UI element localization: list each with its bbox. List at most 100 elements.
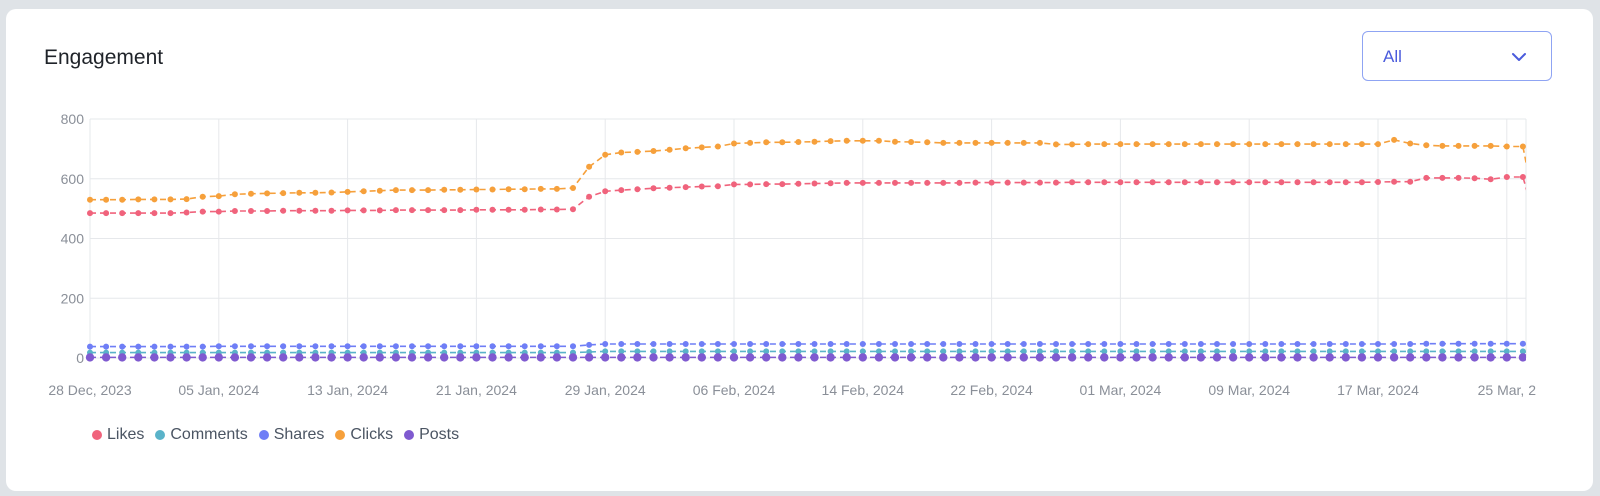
data-point-posts[interactable] bbox=[85, 353, 95, 362]
legend-item-shares[interactable]: Shares bbox=[258, 426, 324, 444]
data-point-comments[interactable] bbox=[1487, 348, 1494, 355]
data-point-shares[interactable] bbox=[1536, 345, 1542, 351]
data-point-shares[interactable] bbox=[505, 343, 512, 350]
data-point-clicks[interactable] bbox=[1117, 141, 1124, 148]
data-point-shares[interactable] bbox=[360, 343, 367, 350]
data-point-likes[interactable] bbox=[714, 183, 721, 190]
data-point-shares[interactable] bbox=[296, 343, 303, 350]
data-point-posts[interactable] bbox=[295, 353, 304, 362]
data-point-posts[interactable] bbox=[1212, 353, 1222, 362]
data-point-shares[interactable] bbox=[521, 343, 528, 350]
data-point-clicks[interactable] bbox=[570, 185, 576, 191]
data-point-posts[interactable] bbox=[118, 353, 127, 362]
data-point-clicks[interactable] bbox=[1584, 355, 1590, 361]
data-point-clicks[interactable] bbox=[698, 144, 705, 151]
data-point-comments[interactable] bbox=[602, 348, 609, 355]
data-point-shares[interactable] bbox=[892, 341, 898, 347]
data-point-shares[interactable] bbox=[843, 341, 850, 347]
data-point-likes[interactable] bbox=[650, 185, 657, 192]
data-point-shares[interactable] bbox=[1053, 341, 1059, 347]
data-point-shares[interactable] bbox=[1439, 340, 1446, 347]
data-point-shares[interactable] bbox=[859, 341, 866, 347]
data-point-posts[interactable] bbox=[1325, 353, 1334, 362]
data-point-clicks[interactable] bbox=[1455, 142, 1462, 149]
data-point-posts[interactable] bbox=[1518, 353, 1527, 362]
data-point-likes[interactable] bbox=[1407, 178, 1414, 185]
legend-item-comments[interactable]: Comments bbox=[155, 426, 248, 444]
legend-item-posts[interactable]: Posts bbox=[404, 426, 459, 444]
data-point-clicks[interactable] bbox=[1004, 139, 1011, 146]
data-point-shares[interactable] bbox=[264, 343, 271, 350]
data-point-clicks[interactable] bbox=[425, 187, 432, 194]
data-point-shares[interactable] bbox=[747, 341, 754, 347]
data-point-likes[interactable] bbox=[1036, 179, 1043, 186]
data-point-likes[interactable] bbox=[602, 188, 609, 195]
data-point-posts[interactable] bbox=[874, 353, 884, 362]
data-point-posts[interactable] bbox=[134, 353, 143, 362]
data-point-likes[interactable] bbox=[1133, 179, 1140, 186]
data-point-clicks[interactable] bbox=[1552, 355, 1558, 361]
data-point-posts[interactable] bbox=[1035, 353, 1045, 362]
data-point-clicks[interactable] bbox=[892, 138, 898, 145]
data-point-likes[interactable] bbox=[409, 207, 415, 214]
data-point-comments[interactable] bbox=[1085, 348, 1092, 355]
data-point-shares[interactable] bbox=[103, 343, 110, 350]
data-point-clicks[interactable] bbox=[586, 163, 593, 170]
data-point-likes[interactable] bbox=[1487, 176, 1494, 183]
data-point-clicks[interactable] bbox=[231, 191, 238, 198]
data-point-posts[interactable] bbox=[987, 353, 996, 362]
data-point-shares[interactable] bbox=[87, 343, 93, 350]
data-point-posts[interactable] bbox=[343, 353, 352, 362]
data-point-comments[interactable] bbox=[1536, 352, 1542, 358]
data-point-shares[interactable] bbox=[1423, 340, 1430, 347]
data-point-likes[interactable] bbox=[360, 207, 367, 214]
data-point-likes[interactable] bbox=[473, 206, 480, 213]
data-point-posts[interactable] bbox=[552, 353, 562, 362]
data-point-likes[interactable] bbox=[1149, 179, 1156, 186]
data-point-likes[interactable] bbox=[312, 207, 319, 214]
data-point-posts[interactable] bbox=[101, 353, 111, 362]
data-point-comments[interactable] bbox=[666, 348, 673, 355]
data-point-shares[interactable] bbox=[167, 343, 174, 350]
data-point-shares[interactable] bbox=[1197, 341, 1204, 347]
data-point-clicks[interactable] bbox=[119, 196, 126, 203]
data-point-likes[interactable] bbox=[1214, 179, 1220, 186]
data-point-posts[interactable] bbox=[1470, 353, 1479, 362]
data-point-likes[interactable] bbox=[87, 210, 93, 217]
data-point-shares[interactable] bbox=[972, 341, 979, 347]
data-point-likes[interactable] bbox=[618, 187, 625, 194]
data-point-posts[interactable] bbox=[1535, 353, 1543, 361]
data-point-comments[interactable] bbox=[1455, 348, 1462, 355]
data-point-shares[interactable] bbox=[1471, 340, 1478, 347]
data-point-posts[interactable] bbox=[375, 353, 384, 362]
data-point-shares[interactable] bbox=[811, 341, 818, 347]
data-point-posts[interactable] bbox=[1502, 353, 1512, 362]
data-point-likes[interactable] bbox=[103, 210, 110, 217]
data-point-posts[interactable] bbox=[1132, 353, 1141, 362]
data-point-likes[interactable] bbox=[1326, 179, 1333, 186]
data-point-posts[interactable] bbox=[391, 353, 401, 362]
data-point-clicks[interactable] bbox=[87, 196, 93, 203]
data-point-clicks[interactable] bbox=[328, 189, 335, 196]
data-point-shares[interactable] bbox=[537, 343, 544, 350]
data-point-clicks[interactable] bbox=[215, 193, 222, 200]
data-point-shares[interactable] bbox=[1278, 341, 1285, 347]
data-point-shares[interactable] bbox=[215, 343, 222, 350]
data-point-clicks[interactable] bbox=[1375, 141, 1381, 148]
data-point-posts[interactable] bbox=[520, 353, 529, 362]
data-point-likes[interactable] bbox=[489, 206, 496, 213]
data-point-clicks[interactable] bbox=[409, 187, 415, 194]
data-point-posts[interactable] bbox=[1245, 353, 1254, 362]
data-point-shares[interactable] bbox=[392, 343, 399, 350]
data-point-shares[interactable] bbox=[763, 341, 770, 347]
data-point-shares[interactable] bbox=[618, 341, 625, 347]
data-point-posts[interactable] bbox=[1551, 353, 1559, 361]
data-point-likes[interactable] bbox=[940, 179, 947, 186]
data-point-comments[interactable] bbox=[988, 348, 995, 355]
data-point-comments[interactable] bbox=[634, 348, 641, 355]
data-point-likes[interactable] bbox=[1181, 179, 1188, 186]
data-point-comments[interactable] bbox=[1552, 355, 1558, 361]
data-point-shares[interactable] bbox=[1326, 341, 1333, 347]
data-point-comments[interactable] bbox=[1439, 348, 1446, 355]
data-point-posts[interactable] bbox=[1357, 353, 1367, 362]
